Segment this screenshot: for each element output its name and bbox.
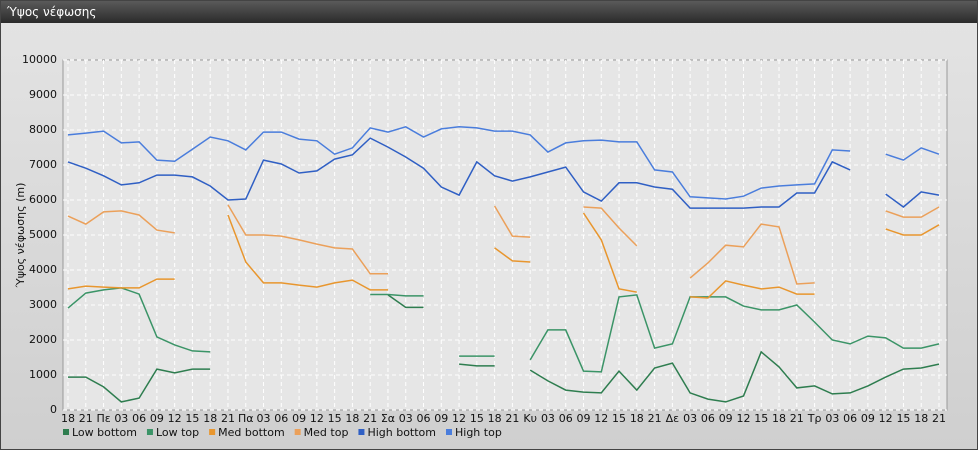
series-line xyxy=(67,287,940,373)
x-tick-label: 21 xyxy=(790,412,804,425)
x-tick-label: Σα xyxy=(381,412,395,425)
legend-swatch xyxy=(63,429,69,435)
y-tick-label: 4000 xyxy=(29,263,57,276)
x-tick-label: 09 xyxy=(719,412,733,425)
x-tick-label: 12 xyxy=(310,412,324,425)
x-tick-label: 09 xyxy=(434,412,448,425)
x-tick-label: Πε xyxy=(96,412,110,425)
x-tick-label: 15 xyxy=(470,412,484,425)
x-tick-label: 21 xyxy=(648,412,662,425)
x-tick-label: Πα xyxy=(238,412,254,425)
x-tick-label: 21 xyxy=(505,412,519,425)
x-tick-label: 03 xyxy=(399,412,413,425)
x-tick-label: 06 xyxy=(417,412,431,425)
y-tick-label: 1000 xyxy=(29,368,57,381)
x-tick-label: 12 xyxy=(879,412,893,425)
series-line xyxy=(67,212,940,299)
x-tick-label: 09 xyxy=(150,412,164,425)
legend-swatch xyxy=(358,429,365,435)
x-tick-label: 15 xyxy=(754,412,768,425)
series-line xyxy=(68,294,940,403)
x-tick-label: 06 xyxy=(132,412,146,425)
legend-label: Low bottom xyxy=(72,426,137,439)
y-tick-label: 9000 xyxy=(29,88,57,101)
series-line xyxy=(67,204,940,285)
x-tick-label: Τρ xyxy=(807,412,822,425)
legend-label: Med top xyxy=(304,426,349,439)
y-tick-label: 7000 xyxy=(29,158,57,171)
title-bar: Ύψος νέφωσης xyxy=(1,1,977,23)
x-tick-label: Δε xyxy=(666,412,680,425)
x-tick-label: 18 xyxy=(772,412,786,425)
y-tick-label: 8000 xyxy=(29,123,57,136)
x-tick-label: Κυ xyxy=(523,412,537,425)
x-tick-label: 03 xyxy=(541,412,555,425)
x-tick-label: 09 xyxy=(292,412,306,425)
x-tick-label: 18 xyxy=(345,412,359,425)
x-tick-label: 15 xyxy=(328,412,342,425)
y-axis-label: Ύψος νέφωσης (m) xyxy=(14,183,27,289)
y-tick-label: 3000 xyxy=(29,298,57,311)
x-tick-label: 15 xyxy=(896,412,910,425)
x-tick-label: 12 xyxy=(594,412,608,425)
x-tick-label: 21 xyxy=(932,412,946,425)
x-tick-label: 03 xyxy=(825,412,839,425)
legend-swatch xyxy=(294,429,301,435)
x-tick-label: 18 xyxy=(61,412,75,425)
x-tick-label: 18 xyxy=(203,412,217,425)
y-tick-label: 5000 xyxy=(29,228,57,241)
x-tick-label: 06 xyxy=(559,412,573,425)
x-tick-label: 06 xyxy=(274,412,288,425)
x-tick-label: 06 xyxy=(701,412,715,425)
x-tick-label: 21 xyxy=(221,412,235,425)
x-tick-label: 12 xyxy=(168,412,182,425)
legend-swatch xyxy=(446,429,452,435)
legend-label: Low top xyxy=(156,426,199,439)
legend-label: High bottom xyxy=(367,426,436,439)
x-tick-label: 21 xyxy=(363,412,377,425)
y-tick-label: 2000 xyxy=(29,333,57,346)
x-tick-label: 18 xyxy=(630,412,644,425)
series-line xyxy=(67,125,940,200)
chart: 0 1000 2000 3000 4000 5000 6000 7000 8000 9000 100… xyxy=(14,53,948,439)
legend-swatch xyxy=(209,429,216,435)
x-tick-label: 03 xyxy=(114,412,128,425)
x-tick-label: 06 xyxy=(843,412,857,425)
x-tick-label: 03 xyxy=(683,412,697,425)
series-line xyxy=(67,137,940,209)
x-tick-label: 09 xyxy=(861,412,875,425)
legend-label: Med bottom xyxy=(218,426,285,439)
x-tick-label: 15 xyxy=(612,412,626,425)
x-tick-label: 03 xyxy=(257,412,271,425)
x-tick-label: 15 xyxy=(185,412,199,425)
y-tick-label: 0 xyxy=(50,403,57,416)
x-tick-label: 09 xyxy=(576,412,590,425)
y-tick-label: 10000 xyxy=(22,53,57,66)
x-tick-label: 21 xyxy=(79,412,93,425)
y-tick-label: 6000 xyxy=(29,193,57,206)
x-tick-label: 12 xyxy=(452,412,466,425)
legend-label: High top xyxy=(455,426,502,439)
x-tick-label: 18 xyxy=(914,412,928,425)
x-tick-label: 12 xyxy=(736,412,750,425)
legend-swatch xyxy=(146,429,153,435)
x-tick-label: 18 xyxy=(488,412,502,425)
